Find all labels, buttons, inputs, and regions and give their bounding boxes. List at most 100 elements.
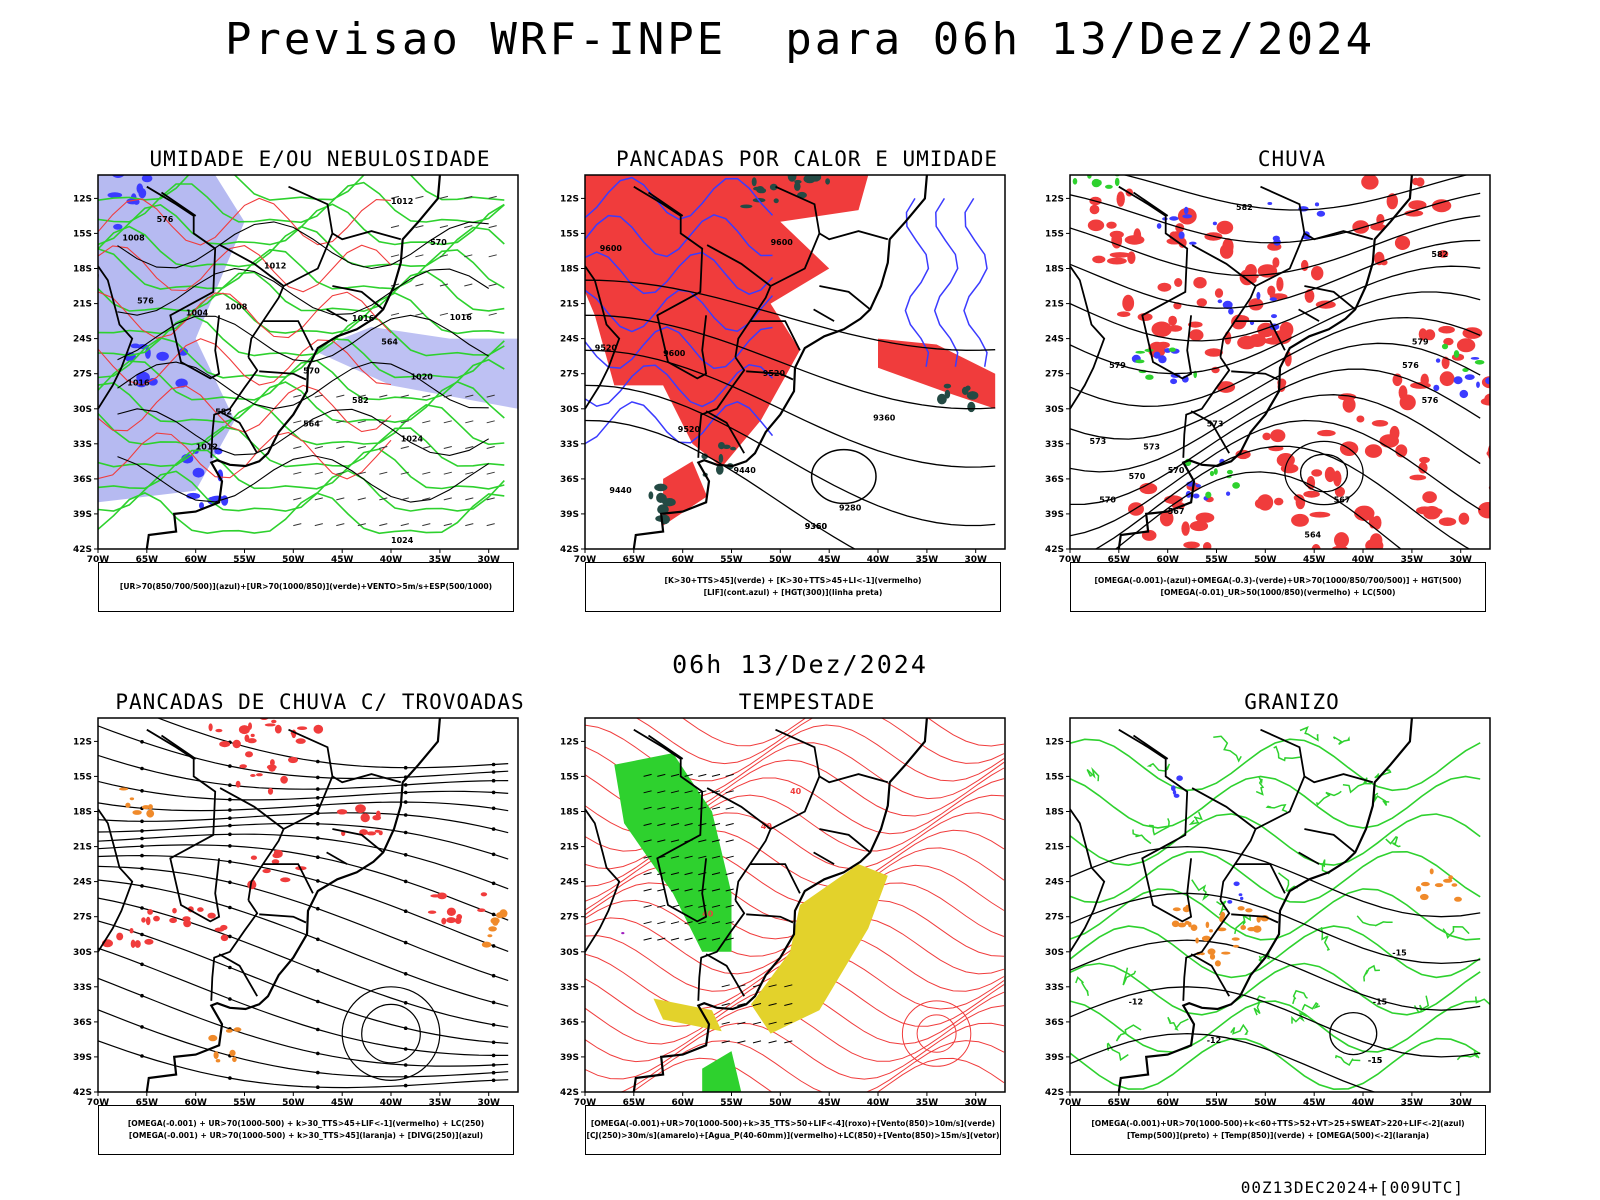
weather-map: 582 582 579 576 576 573 570 573 570 567 564 567 570 5… xyxy=(1045,174,1491,565)
thickness-contour xyxy=(98,291,392,339)
map-canvas: -15-15-12-12-15-1512S15S18S21S24S27S30S3… xyxy=(1045,717,1491,1108)
wind-vector xyxy=(488,312,497,316)
wind-vector xyxy=(465,394,474,398)
state-border xyxy=(1182,899,1231,1001)
state-border xyxy=(331,773,402,784)
omega-strong-area xyxy=(1462,368,1469,372)
wind-vector xyxy=(725,904,734,908)
contour-label: 9360 xyxy=(805,522,828,531)
rain-area xyxy=(1124,235,1145,245)
thunderstorm-area xyxy=(264,723,276,727)
state-border xyxy=(818,773,889,784)
lat-label: 36S xyxy=(1045,1018,1064,1028)
wind-vector xyxy=(698,937,707,941)
wind-vector xyxy=(752,1040,762,1044)
streamline-vortex xyxy=(341,986,441,1082)
temp850-contour xyxy=(1188,811,1203,826)
thunderstorm-area xyxy=(437,892,447,900)
lat-label: 33S xyxy=(560,440,579,450)
lon-label: 55W xyxy=(233,555,256,565)
streamline-arrow xyxy=(403,1047,408,1051)
wind-vector xyxy=(768,984,777,988)
omega-strong-area xyxy=(1474,360,1485,365)
state-border xyxy=(813,851,835,865)
contour-label: 570 xyxy=(430,238,447,247)
streamline-arrow xyxy=(403,940,408,945)
legend-line: [OMEGA(-0.001) + UR>70(1000-500) + k>30_… xyxy=(128,1131,484,1140)
lon-label: 55W xyxy=(1205,1098,1228,1108)
streamline-arrow xyxy=(140,829,144,833)
lat-label: 39S xyxy=(560,510,579,520)
lat-label: 27S xyxy=(560,913,579,923)
lon-label: 45W xyxy=(331,1098,354,1108)
omega-strong-area xyxy=(1145,374,1154,380)
omega-weak-area xyxy=(1217,299,1223,304)
state-border xyxy=(1235,320,1286,351)
wind-vector xyxy=(293,497,302,501)
shower-area xyxy=(213,1051,219,1059)
omega500-area xyxy=(1256,915,1261,923)
thunderstorm-area xyxy=(288,756,298,764)
omega-weak-area xyxy=(1459,389,1469,399)
thunderstorm-area xyxy=(266,764,277,770)
state-border xyxy=(1191,244,1257,287)
temp850-contour xyxy=(1334,1054,1361,1067)
rain-area xyxy=(1276,277,1284,292)
state-border xyxy=(332,828,384,854)
wind-vector xyxy=(314,497,323,501)
forecast-time-subtitle: 06h 13/Dez/2024 xyxy=(672,650,928,679)
wind-vector xyxy=(711,921,721,925)
streamline-arrow xyxy=(140,836,144,841)
wind-vector xyxy=(293,471,302,475)
streamline-arrow xyxy=(491,778,496,783)
streamline-arrow xyxy=(491,973,496,978)
contour-label: 1024 xyxy=(391,536,414,545)
streamline-arrow xyxy=(316,796,320,800)
streamline xyxy=(98,854,509,952)
lon-label: 30W xyxy=(964,555,987,565)
rain-area xyxy=(1361,175,1379,190)
streamline-arrow xyxy=(140,932,144,937)
lon-label: 55W xyxy=(720,1098,743,1108)
omega-weak-area xyxy=(1169,216,1179,221)
weather-map: 40 40 40 12S 15S 18S 21S 24S 27S 30S 33S 36S 39S 42S 7… xyxy=(560,717,1006,1108)
state-border xyxy=(218,410,258,454)
lat-label: 39S xyxy=(1045,510,1064,520)
state-border xyxy=(1231,913,1279,924)
streamline-arrow xyxy=(491,912,496,917)
lat-label: 21S xyxy=(560,300,579,310)
humidity-low-contour xyxy=(98,448,505,490)
lif-contour xyxy=(904,198,930,367)
omega-strong-area xyxy=(1114,177,1120,187)
temp850-contour xyxy=(1075,976,1090,996)
wind-vector xyxy=(439,283,449,287)
hgt500-contour xyxy=(1070,368,1481,473)
state-border xyxy=(1118,728,1193,923)
panel-legend: [OMEGA(-0.001)+UR>70(1000-500)+k<60+TTS>… xyxy=(1070,1105,1486,1155)
contour-label: 576 xyxy=(1422,396,1439,405)
thunderstorm-area xyxy=(355,804,366,813)
rain-area xyxy=(1331,545,1348,549)
contour-label: 9520 xyxy=(595,343,618,352)
wind-vector xyxy=(670,937,680,941)
streamline-arrow xyxy=(228,844,232,848)
wind-vector xyxy=(725,773,734,777)
wind-vector xyxy=(725,823,734,826)
streamline-arrow xyxy=(228,997,232,1001)
wind-vector xyxy=(684,888,693,892)
contour-label: 1012 xyxy=(264,262,286,271)
streamline-arrow xyxy=(228,797,232,802)
contour-label: 1012 xyxy=(391,197,413,206)
wind-vector xyxy=(698,773,707,777)
wind-vector xyxy=(643,904,652,908)
rain-area xyxy=(1257,494,1274,511)
hail-area xyxy=(1172,789,1177,795)
wind-vector xyxy=(725,790,734,794)
rain-area xyxy=(1456,338,1476,353)
rain-area xyxy=(1116,191,1125,207)
streamline-arrow xyxy=(228,1076,232,1080)
lat-label: 30S xyxy=(560,948,579,958)
streamline-arrow xyxy=(140,789,144,793)
thunderstorm-area xyxy=(116,932,124,941)
wind-vector xyxy=(486,394,495,398)
